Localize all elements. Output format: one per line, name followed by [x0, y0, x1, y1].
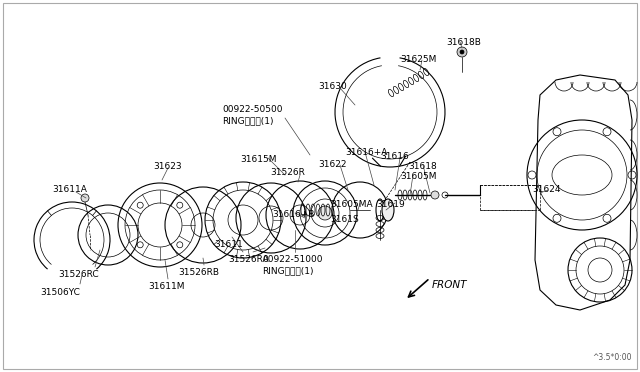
- Circle shape: [81, 194, 89, 202]
- Circle shape: [460, 50, 464, 54]
- Text: 31616+A: 31616+A: [345, 148, 387, 157]
- Circle shape: [457, 47, 467, 57]
- Text: 31618: 31618: [408, 162, 436, 171]
- Ellipse shape: [382, 199, 394, 221]
- Text: 31615M: 31615M: [240, 155, 276, 164]
- Text: 31605MA: 31605MA: [330, 200, 372, 209]
- Text: 31619: 31619: [376, 200, 404, 209]
- Text: RINGリング(1): RINGリング(1): [222, 116, 273, 125]
- Text: 31622: 31622: [318, 160, 346, 169]
- Text: FRONT: FRONT: [432, 280, 467, 290]
- Text: 31616+B: 31616+B: [272, 210, 314, 219]
- Text: 31616: 31616: [380, 152, 409, 161]
- Text: RINGリング(1): RINGリング(1): [262, 266, 314, 275]
- Text: 31526RB: 31526RB: [178, 268, 219, 277]
- Circle shape: [431, 191, 439, 199]
- Text: ^3.5*0:00: ^3.5*0:00: [593, 353, 632, 362]
- Text: 31624: 31624: [532, 185, 561, 194]
- Text: 31526RA: 31526RA: [228, 255, 269, 264]
- Text: 31605M: 31605M: [400, 172, 436, 181]
- Text: 00922-51000: 00922-51000: [262, 255, 323, 264]
- Text: 00922-50500: 00922-50500: [222, 105, 282, 114]
- Text: 31618B: 31618B: [446, 38, 481, 47]
- Text: 31506YC: 31506YC: [40, 288, 80, 297]
- Text: 31611: 31611: [214, 240, 243, 249]
- Text: 31526R: 31526R: [270, 168, 305, 177]
- Text: 31623: 31623: [153, 162, 182, 171]
- Text: 31630: 31630: [318, 82, 347, 91]
- Text: 31625M: 31625M: [400, 55, 436, 64]
- Text: 3161S: 3161S: [330, 215, 359, 224]
- Circle shape: [318, 206, 332, 220]
- Text: 31611M: 31611M: [148, 282, 184, 291]
- Text: 31611A: 31611A: [52, 185, 87, 194]
- Text: 31526RC: 31526RC: [58, 270, 99, 279]
